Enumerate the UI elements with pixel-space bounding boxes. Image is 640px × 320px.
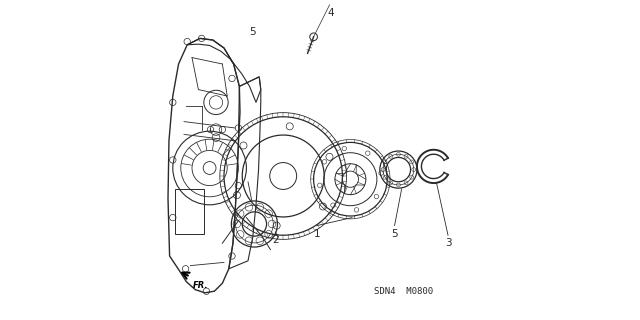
Bar [175, 189, 204, 234]
Text: SDN4  M0800: SDN4 M0800 [374, 287, 433, 296]
Text: 4: 4 [328, 8, 335, 18]
Text: 5: 5 [391, 228, 398, 239]
Text: 3: 3 [445, 238, 451, 248]
Text: FR.: FR. [193, 281, 209, 290]
Text: 1: 1 [314, 228, 320, 239]
Text: 2: 2 [272, 235, 278, 245]
Text: 5: 5 [249, 27, 255, 37]
